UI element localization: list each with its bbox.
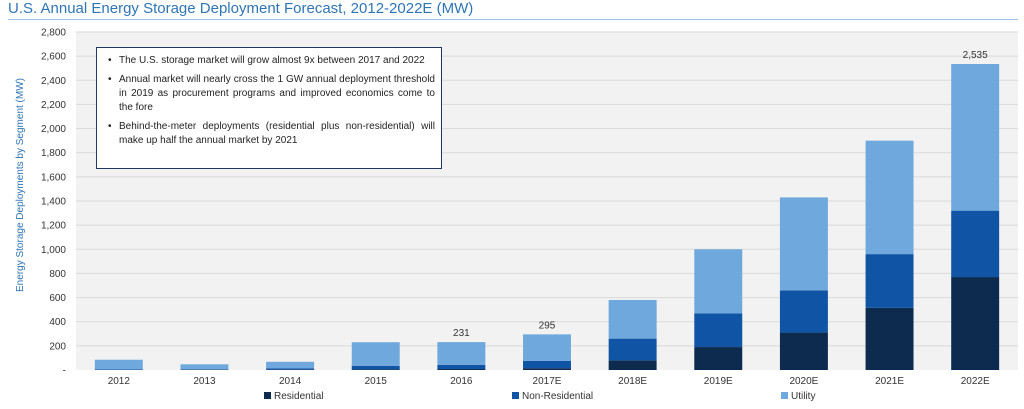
bars <box>94 63 1000 370</box>
legend: Residential Non-Residential Utility <box>264 391 815 402</box>
x-tick-label: 2016 <box>450 376 473 387</box>
bar-segment-utility <box>779 197 828 291</box>
legend-swatch <box>781 392 788 399</box>
bar-segment-non-residential <box>865 254 914 308</box>
y-tick-label: 200 <box>49 341 66 352</box>
legend-label: Residential <box>274 391 323 402</box>
y-tick-label: 2,200 <box>41 100 66 111</box>
note-item: Annual market will nearly cross the 1 GW… <box>108 73 435 115</box>
x-tick-label: 2021E <box>875 376 904 387</box>
bar-segment-residential <box>694 347 743 370</box>
bar-segment-non-residential <box>351 365 400 370</box>
bar-segment-utility <box>523 334 571 361</box>
bar-segment-non-residential <box>180 369 229 370</box>
bar-segment-residential <box>951 277 1000 370</box>
x-tick-labels: 2012 2013 2014 2015 2016 2017E 2018E 2019E 2020E… <box>108 376 990 387</box>
bar-segment-non-residential <box>94 369 143 370</box>
total-label: 2,535 <box>963 50 988 61</box>
bar-segment-non-residential <box>951 210 1000 278</box>
y-axis-label: Energy Storage Deployments by Segment (M… <box>15 78 26 292</box>
y-tick-label: 1,800 <box>41 148 66 159</box>
x-tick-label: 2015 <box>365 376 388 387</box>
total-label: 295 <box>539 320 556 331</box>
x-tick-label: 2014 <box>279 376 302 387</box>
grid-lines <box>76 31 1018 347</box>
total-labels: 231 295 2,535 <box>453 50 988 339</box>
x-tick-label: 2019E <box>704 376 733 387</box>
y-tick-label: 1,200 <box>41 221 66 232</box>
bar-segment-utility <box>266 361 315 369</box>
x-tick-label: 2020E <box>789 376 818 387</box>
y-tick-labels: - 200 400 600 800 1,000 1,200 1,400 1,600 1,800 2,… <box>41 28 66 377</box>
bar-segment-non-residential <box>608 338 657 361</box>
total-label: 231 <box>453 328 470 339</box>
bar-segment-utility <box>180 364 229 370</box>
bar-segment-residential <box>779 332 828 370</box>
bar-segment-residential <box>437 369 486 370</box>
bar-segment-non-residential <box>779 290 828 333</box>
x-tick-label: 2012 <box>108 376 131 387</box>
y-tick-label: 2,400 <box>41 76 66 87</box>
note-item: The U.S. storage market will grow almost… <box>108 54 435 68</box>
legend-label: Utility <box>791 391 815 402</box>
bar-segment-non-residential <box>523 360 571 369</box>
y-tick-label: 800 <box>49 269 66 280</box>
note-item: Behind-the-meter deployments (residentia… <box>108 120 435 148</box>
bar-segment-residential <box>865 307 914 370</box>
y-tick-label: 600 <box>49 293 66 304</box>
chart-title: U.S. Annual Energy Storage Deployment Fo… <box>8 0 474 17</box>
legend-label: Non-Residential <box>522 391 593 402</box>
title-rule <box>8 19 1018 20</box>
notes-box: The U.S. storage market will grow almost… <box>96 47 442 169</box>
y-tick-label: 2,800 <box>41 28 66 39</box>
y-tick-label: 400 <box>49 317 66 328</box>
y-tick-label: 1,600 <box>41 172 66 183</box>
x-tick-label: 2018E <box>618 376 647 387</box>
y-tick-label: 2,600 <box>41 52 66 63</box>
bar-segment-residential <box>351 369 400 370</box>
x-tick-label: 2022E <box>961 376 990 387</box>
legend-swatch <box>264 392 271 399</box>
y-tick-label: 1,400 <box>41 197 66 208</box>
bar-segment-utility <box>437 342 486 365</box>
bar-segment-utility <box>865 140 914 255</box>
legend-swatch <box>512 392 519 399</box>
bar-segment-utility <box>694 249 743 314</box>
bar-segment-utility <box>94 359 143 370</box>
y-tick-label: 1,000 <box>41 245 66 256</box>
bar-segment-non-residential <box>266 368 315 370</box>
bar-segment-non-residential <box>694 313 743 348</box>
bar-segment-residential <box>523 368 571 370</box>
bar-segment-residential <box>608 360 657 370</box>
x-tick-label: 2013 <box>193 376 216 387</box>
bar-segment-non-residential <box>437 364 486 370</box>
y-tick-label: 2,000 <box>41 124 66 135</box>
bar-segment-utility <box>351 342 400 366</box>
bar-segment-utility <box>951 63 1000 211</box>
y-tick-label: - <box>63 366 66 377</box>
bar-segment-utility <box>608 299 657 339</box>
x-tick-label: 2017E <box>533 376 562 387</box>
